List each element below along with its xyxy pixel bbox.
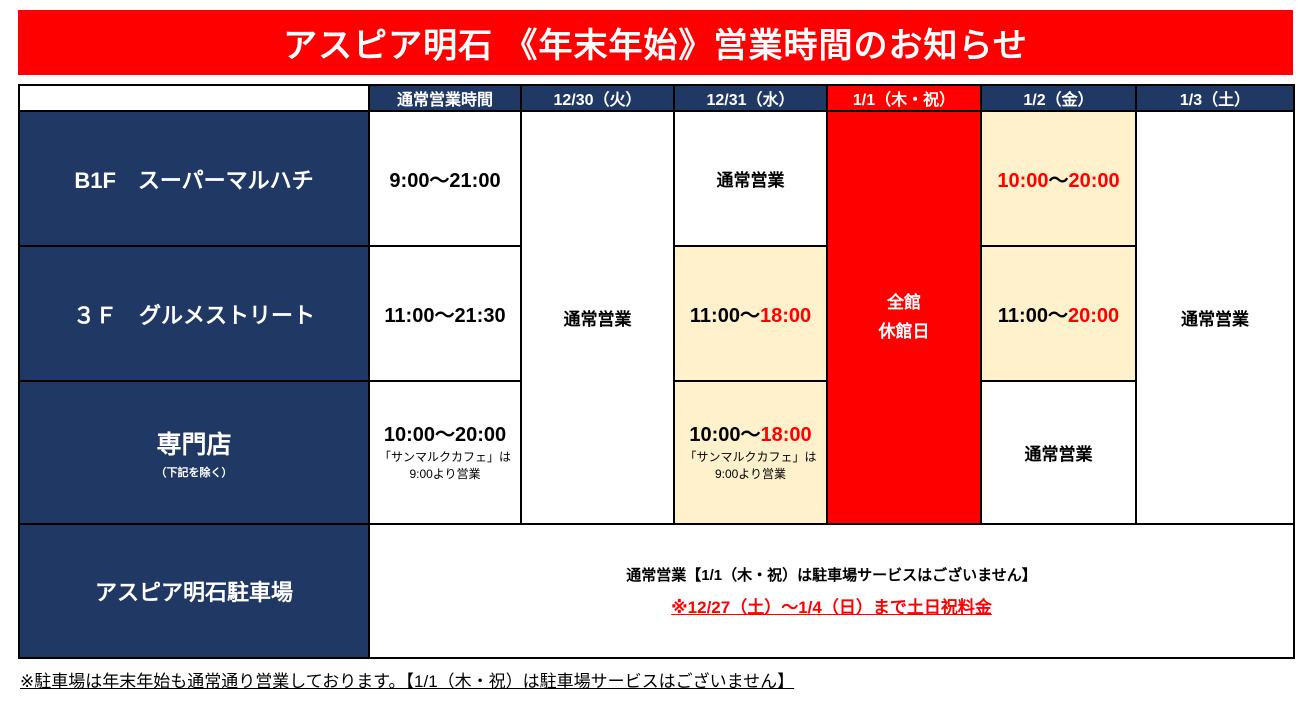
specialty-12-31-tilde: ～: [740, 423, 761, 446]
row-label-3f-gourmet: ３Ｆ グルメストリート: [18, 245, 370, 382]
corner-cell: [18, 84, 370, 112]
gourmet-12-31-start: 11:00: [689, 305, 740, 327]
b1f-1-2-start: 10:00: [997, 170, 1049, 192]
parking-line2: ※12/27（土）～1/4（日）まで土日祝料金: [671, 598, 992, 617]
gourmet-1-2-cell: 11:00～20:00: [980, 245, 1137, 382]
header-row: 通常営業時間 12/30（火） 12/31（水） 1/1（木・祝） 1/2（金）…: [18, 84, 1295, 112]
row-specialty-stores: 専門店 （下記を除く） 10:00～20:00 「サンマルクカフェ」は 9:00…: [18, 380, 1294, 525]
b1f-1-2-tilde: ～: [1048, 170, 1069, 192]
closed-line2: 休館日: [878, 321, 930, 341]
b1f-1-2-cell: 10:00～20:00: [980, 110, 1137, 247]
cell-1-3-merged-normal: 通常営業: [1135, 110, 1295, 525]
page-title: アスピア明石 《年末年始》営業時間のお知らせ: [283, 27, 1028, 65]
row-3f-gourmet-street: ３Ｆ グルメストリート 11:00～21:30 11:00～18:00 11:0…: [18, 245, 1294, 382]
specialty-12-31-cell: 10:00～18:00 「サンマルクカフェ」は 9:00より営業: [673, 380, 828, 525]
row-label-specialty-stores: 専門店 （下記を除く）: [18, 380, 370, 525]
header-12-31: 12/31（水）: [673, 84, 828, 112]
cell-12-30-merged-normal: 通常営業: [520, 110, 675, 525]
specialty-12-31-start: 10:00: [689, 423, 741, 446]
specialty-regular-hours-cell: 10:00～20:00 「サンマルクカフェ」は 9:00より営業: [368, 380, 522, 525]
cell-1-1-closed-merged: 全館 休館日: [826, 110, 982, 525]
footer-note: ※駐車場は年末年始も通常通り営業しております。【1/1（木・祝）は駐車場サービス…: [20, 672, 795, 691]
schedule-table: 通常営業時間 12/30（火） 12/31（水） 1/1（木・祝） 1/2（金）…: [18, 84, 1295, 659]
specialty-regular-note2: 9:00より営業: [409, 467, 481, 481]
gourmet-1-2-tilde: ～: [1047, 305, 1068, 327]
gourmet-regular-hours-cell: 11:00～21:30: [368, 245, 522, 382]
gourmet-12-31-cell: 11:00～18:00: [673, 245, 828, 382]
specialty-12-31-time: 10:00～18:00: [676, 423, 825, 447]
row-label-parking: アスピア明石駐車場: [18, 523, 370, 659]
gourmet-12-31-tilde: ～: [739, 305, 760, 327]
b1f-1-2-end: 20:00: [1068, 170, 1120, 192]
header-regular-hours: 通常営業時間: [368, 84, 522, 112]
header-12-30: 12/30（火）: [520, 84, 675, 112]
gourmet-12-31-end: 18:00: [759, 305, 812, 327]
parking-line1: 通常営業【1/1（木・祝）は駐車場サービスはございません】: [626, 567, 1037, 584]
closed-line1: 全館: [887, 292, 921, 312]
parking-info-cell: 通常営業【1/1（木・祝）は駐車場サービスはございません】 ※12/27（土）～…: [368, 523, 1295, 659]
specialty-regular-time: 10:00～20:00: [383, 423, 507, 446]
row-b1f-supermarket: B1F スーパーマルハチ 9:00～21:00 通常営業 通常営業 全館 休館日…: [18, 110, 1295, 525]
specialty-regular-note1: 「サンマルクカフェ」は: [378, 449, 511, 464]
specialty-1-2-cell: 通常営業: [980, 380, 1137, 525]
header-1-1-holiday: 1/1（木・祝）: [826, 84, 982, 112]
header-1-2: 1/2（金）: [980, 84, 1137, 112]
specialty-label-sub: （下記を除く）: [155, 467, 233, 479]
gourmet-1-2-end: 20:00: [1067, 305, 1120, 327]
specialty-12-31-note1: 「サンマルクカフェ」は: [684, 449, 817, 464]
b1f-regular-hours-cell: 9:00～21:00: [368, 110, 522, 247]
title-banner: アスピア明石 《年末年始》営業時間のお知らせ: [18, 10, 1293, 75]
notice-page: アスピア明石 《年末年始》営業時間のお知らせ 通常営業時間 12/30（火） 1…: [18, 10, 1295, 691]
row-label-b1f-maruhachi: B1F スーパーマルハチ: [18, 110, 370, 247]
gourmet-1-2-start: 11:00: [997, 305, 1048, 327]
specialty-12-31-note2: 9:00より営業: [714, 467, 787, 481]
specialty-label-main: 専門店: [156, 431, 232, 459]
row-parking: アスピア明石駐車場 通常営業【1/1（木・祝）は駐車場サービスはございません】 …: [18, 523, 1295, 659]
b1f-12-31-cell: 通常営業: [673, 110, 828, 247]
header-1-3: 1/3（土）: [1135, 84, 1295, 112]
specialty-12-31-end: 18:00: [760, 423, 812, 446]
